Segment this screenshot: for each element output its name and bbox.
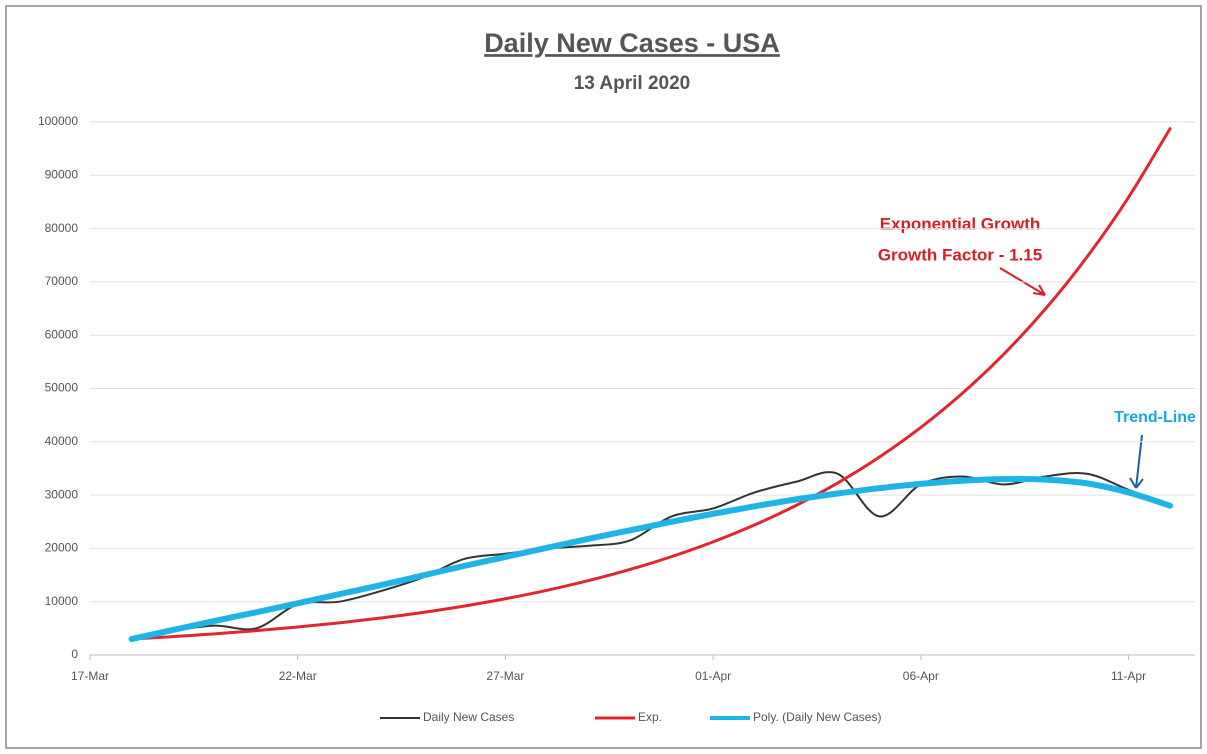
y-tick-label: 0 <box>71 647 78 661</box>
series-line <box>128 476 1174 643</box>
x-tick-label: 01-Apr <box>695 669 731 683</box>
chart-title: Daily New Cases - USA <box>484 28 780 58</box>
x-tick-label: 22-Mar <box>279 669 317 683</box>
y-tick-label: 80000 <box>45 221 79 235</box>
x-tick-label: 17-Mar <box>71 669 109 683</box>
y-tick-label: 100000 <box>38 114 78 128</box>
legend-label: Exp. <box>638 710 662 724</box>
y-tick-label: 40000 <box>45 434 79 448</box>
y-tick-label: 60000 <box>45 327 79 341</box>
x-tick-label: 27-Mar <box>486 669 524 683</box>
annotation: Exponential Growth <box>880 214 1041 233</box>
y-tick-label: 70000 <box>45 274 79 288</box>
annotation: Growth Factor - 1.15 <box>878 245 1042 264</box>
y-tick-label: 30000 <box>45 487 79 501</box>
x-tick-label: 11-Apr <box>1111 669 1146 683</box>
annotation: Trend-Line <box>1114 409 1196 426</box>
series-line <box>130 127 1172 641</box>
y-tick-label: 20000 <box>45 541 79 555</box>
y-tick-label: 90000 <box>45 167 79 181</box>
y-tick-label: 10000 <box>45 594 79 608</box>
chart-subtitle: 13 April 2020 <box>574 73 691 94</box>
annotation-arrow <box>1129 434 1144 489</box>
legend-label: Poly. (Daily New Cases) <box>753 710 881 724</box>
legend-label: Daily New Cases <box>423 710 514 724</box>
x-tick-label: 06-Apr <box>903 669 939 683</box>
y-tick-label: 50000 <box>45 381 79 395</box>
